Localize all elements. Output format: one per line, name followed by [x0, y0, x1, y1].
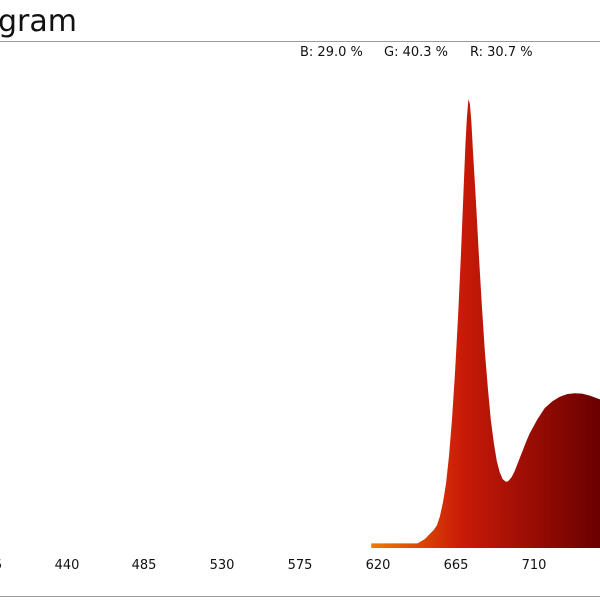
green-ratio: G: 40.3 %: [384, 45, 449, 60]
x-tick-label: 530: [210, 558, 235, 573]
x-tick-label: 5: [0, 558, 2, 573]
blue-ratio: B: 29.0 %: [300, 45, 363, 60]
color-ratio-readout: B: 29.0 % G: 40.3 % R: 30.7 %: [0, 44, 600, 64]
spectrum-area: [371, 99, 600, 548]
x-tick-label: 665: [444, 558, 469, 573]
page-title: gram: [0, 4, 77, 39]
x-axis: 5 440 485 530 575 620 665 710: [0, 558, 546, 573]
x-tick-label: 620: [366, 558, 391, 573]
spectrum-area-layer: [371, 99, 600, 548]
x-tick-label: 440: [55, 558, 80, 573]
x-tick-label: 575: [288, 558, 313, 573]
bottom-divider: [0, 596, 600, 597]
title-divider: [0, 41, 600, 42]
red-ratio: R: 30.7 %: [470, 45, 533, 60]
x-tick-label: 485: [132, 558, 157, 573]
x-tick-label: 710: [522, 558, 547, 573]
